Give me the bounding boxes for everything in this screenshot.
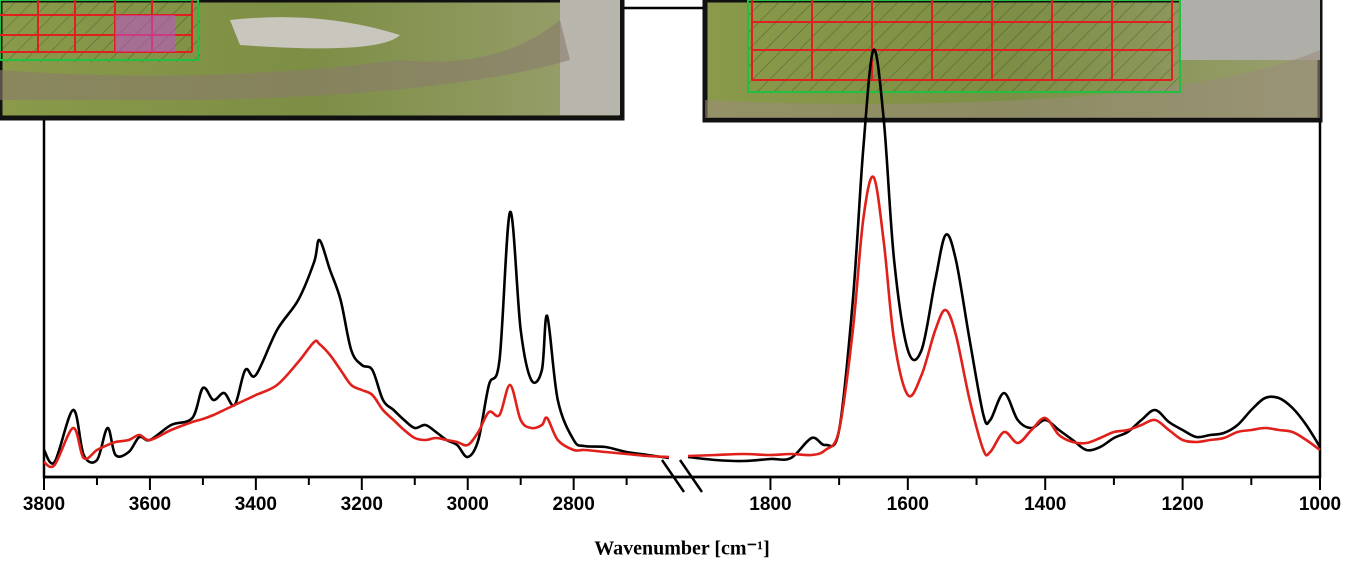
x-tick-label: 1600 bbox=[887, 494, 929, 515]
spectrum-line bbox=[42, 210, 670, 465]
x-tick-label: 3200 bbox=[341, 494, 383, 515]
x-tick-label: 3600 bbox=[129, 494, 171, 515]
axis-break bbox=[660, 459, 704, 493]
spectrum-line bbox=[687, 175, 1321, 458]
x-tick-label: 2800 bbox=[553, 494, 595, 515]
x-tick-label: 1400 bbox=[1024, 494, 1066, 515]
x-tick-label: 3000 bbox=[447, 494, 489, 515]
x-tick-label: 1800 bbox=[749, 494, 791, 515]
x-axis-title: Wavenumber [cm⁻¹] bbox=[594, 538, 770, 560]
spectrum-line bbox=[43, 339, 670, 469]
spectrum-line bbox=[687, 48, 1322, 463]
x-tick-label: 3800 bbox=[23, 494, 65, 515]
x-tick-label: 1200 bbox=[1161, 494, 1203, 515]
x-tick-label: 3400 bbox=[235, 494, 277, 515]
x-tick-label: 1000 bbox=[1299, 494, 1341, 515]
inset-image-left bbox=[0, 0, 625, 121]
inset-image-right bbox=[702, 0, 1323, 123]
